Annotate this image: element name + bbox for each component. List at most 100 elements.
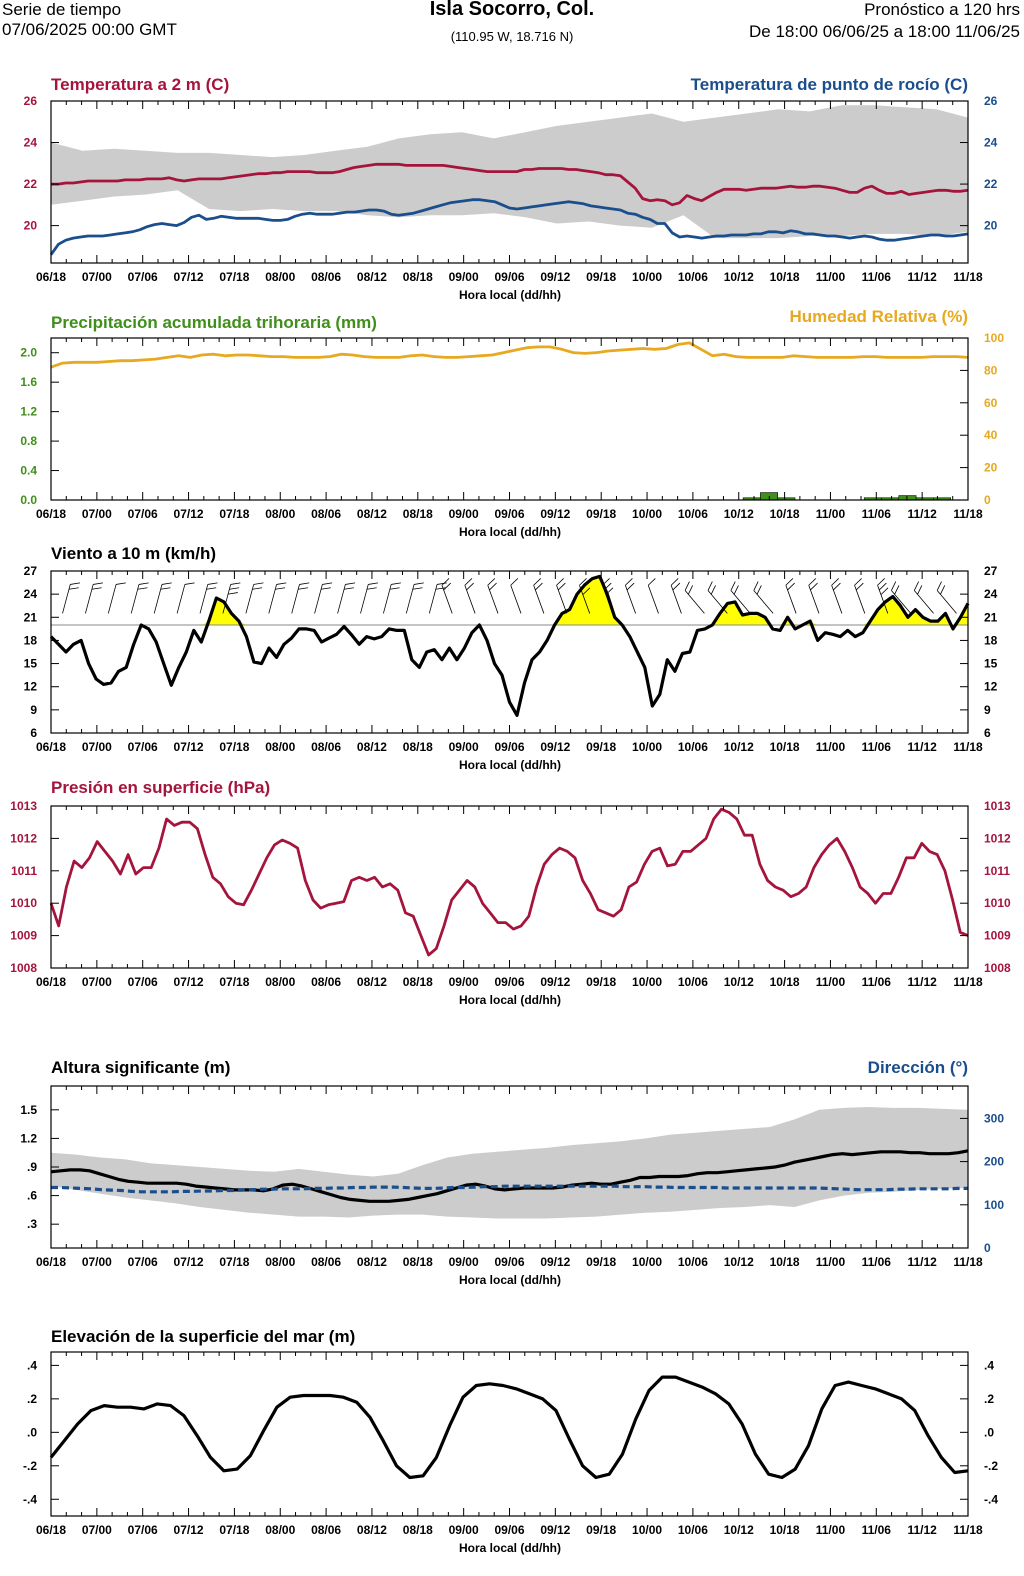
x-tick-label: 10/12 [724, 1523, 754, 1537]
y-right-tick-label: 18 [984, 633, 998, 647]
y-right-tick-label: 0 [984, 493, 991, 507]
x-tick-label: 08/18 [403, 1255, 433, 1269]
x-tick-label: 07/18 [219, 975, 249, 989]
precip-title-right: Humedad Relativa (%) [789, 307, 968, 326]
x-tick-label: 11/18 [953, 1523, 983, 1537]
wind-barb [808, 578, 820, 614]
x-tick-label: 08/12 [357, 740, 387, 754]
x-axis-label: Hora local (dd/hh) [459, 288, 561, 302]
x-tick-label: 07/12 [174, 975, 204, 989]
wind-barb [913, 581, 934, 614]
station-coords: (110.95 W, 18.716 N) [450, 29, 574, 44]
wave-series-1 [51, 1184, 968, 1194]
precip-frame [50, 337, 969, 501]
x-tick-label: 08/18 [403, 270, 433, 284]
x-tick-label: 11/18 [953, 1255, 983, 1269]
y-left-tick-label: 18 [24, 633, 38, 647]
y-right-tick-label: .2 [984, 1392, 994, 1406]
x-tick-label: 09/06 [494, 740, 524, 754]
x-tick-label: 10/12 [724, 975, 754, 989]
x-tick-label: 09/06 [494, 975, 524, 989]
x-tick-label: 10/18 [770, 1523, 800, 1537]
x-tick-label: 10/00 [632, 740, 662, 754]
x-tick-label: 08/06 [311, 975, 341, 989]
y-left-tick-label: 1008 [10, 961, 37, 975]
wind-barb [753, 581, 774, 614]
x-tick-label: 07/06 [128, 740, 158, 754]
x-tick-label: 11/12 [907, 1255, 937, 1269]
x-tick-label: 09/06 [494, 507, 524, 521]
y-right-tick-label: 22 [984, 177, 998, 191]
x-tick-label: 11/06 [862, 1255, 892, 1269]
panel-pressure: 06/18 07/00 07/06 07/12 07/18 08/00 08/06 08/12… [10, 778, 1011, 1007]
wind-barb [647, 578, 659, 614]
x-tick-label: 07/00 [82, 270, 112, 284]
x-tick-label: 06/18 [36, 507, 66, 521]
x-tick-label: 08/12 [357, 1255, 387, 1269]
y-left-tick-label: 24 [24, 136, 38, 150]
wind-barb [62, 582, 81, 614]
forecast-dates: De 18:00 06/06/25 a 18:00 11/06/25 [749, 22, 1020, 41]
wind-barb [130, 582, 149, 614]
wind-barb [556, 578, 568, 614]
y-right-tick-label: 100 [984, 1198, 1004, 1212]
x-tick-label: 09/00 [449, 507, 479, 521]
y-right-tick-label: 24 [984, 136, 998, 150]
x-tick-label: 08/12 [357, 270, 387, 284]
panel-temp: 06/18 07/00 07/06 07/12 07/18 08/00 08/06 08/12… [24, 75, 998, 302]
x-tick-label: 07/12 [174, 1523, 204, 1537]
x-tick-label: 07/12 [174, 270, 204, 284]
x-tick-label: 07/12 [174, 1255, 204, 1269]
y-right-tick-label: 1010 [984, 896, 1011, 910]
wind-barb [245, 582, 264, 614]
panel-sea: 06/18 07/00 07/06 07/12 07/18 08/00 08/06 08/12… [23, 1327, 998, 1555]
y-left-tick-label: .3 [27, 1217, 37, 1231]
wind-barb [405, 582, 424, 614]
x-tick-label: 07/00 [82, 1523, 112, 1537]
x-tick-label: 09/00 [449, 1523, 479, 1537]
wind-frame [50, 570, 969, 734]
y-left-tick-label: .6 [27, 1189, 37, 1203]
y-right-tick-label: 60 [984, 396, 998, 410]
y-right-tick-label: 21 [984, 610, 998, 624]
y-left-tick-label: 27 [24, 564, 38, 578]
x-tick-label: 10/18 [770, 1255, 800, 1269]
x-tick-label: 07/06 [128, 1523, 158, 1537]
x-tick-label: 07/06 [128, 270, 158, 284]
pressure-title: Presión en superficie (hPa) [51, 778, 270, 797]
wind-barb [268, 582, 287, 614]
x-tick-label: 10/06 [678, 975, 708, 989]
wind-barb [831, 578, 843, 614]
y-right-tick-label: 9 [984, 703, 991, 717]
x-tick-label: 08/00 [265, 1523, 295, 1537]
x-tick-label: 09/18 [586, 1255, 616, 1269]
x-tick-label: 09/06 [494, 1255, 524, 1269]
y-left-tick-label: 0.4 [20, 464, 37, 478]
x-tick-label: 07/06 [128, 975, 158, 989]
wind-barb [785, 578, 797, 614]
x-tick-label: 10/18 [770, 975, 800, 989]
x-tick-label: 11/00 [816, 270, 846, 284]
x-tick-label: 09/12 [540, 507, 570, 521]
x-tick-label: 08/06 [311, 1255, 341, 1269]
wind-barb [441, 578, 453, 614]
x-tick-label: 08/12 [357, 1523, 387, 1537]
x-tick-label: 07/18 [219, 1255, 249, 1269]
y-left-tick-label: -.2 [23, 1459, 37, 1473]
y-right-tick-label: 26 [984, 94, 998, 108]
y-left-tick-label: 1010 [10, 896, 37, 910]
y-right-tick-label: -.4 [984, 1492, 998, 1506]
x-tick-label: 09/06 [494, 270, 524, 284]
x-tick-label: 11/18 [953, 507, 983, 521]
y-left-tick-label: 22 [24, 177, 38, 191]
x-tick-label: 10/06 [678, 1523, 708, 1537]
y-right-tick-label: 0 [984, 1241, 991, 1255]
y-left-tick-label: 1.2 [20, 1131, 37, 1145]
x-tick-label: 10/12 [724, 507, 754, 521]
wind-barb [360, 582, 379, 614]
x-tick-label: 11/00 [816, 1255, 846, 1269]
x-tick-label: 07/06 [128, 1255, 158, 1269]
x-tick-label: 09/12 [540, 270, 570, 284]
temp-title: Temperatura a 2 m (C) [51, 75, 229, 94]
x-tick-label: 08/18 [403, 1523, 433, 1537]
